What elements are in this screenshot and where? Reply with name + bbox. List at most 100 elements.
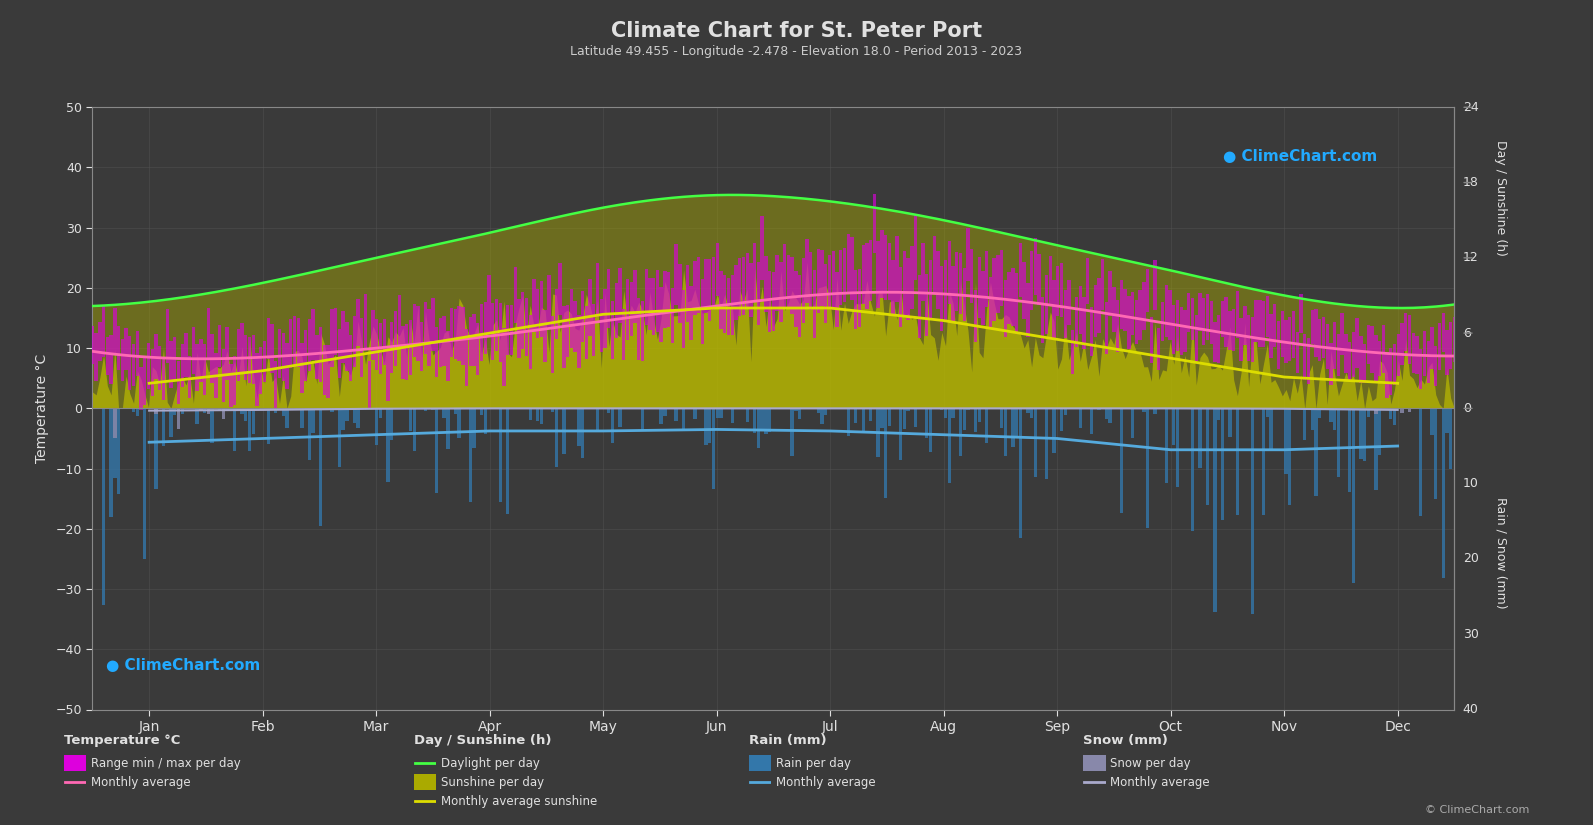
Bar <box>709 408 712 443</box>
Bar <box>1059 262 1063 317</box>
Bar <box>1325 323 1329 370</box>
Bar <box>1389 408 1392 419</box>
Bar <box>346 408 349 421</box>
Bar <box>1031 408 1034 417</box>
Bar <box>599 299 604 352</box>
Bar <box>449 308 454 357</box>
Bar <box>468 408 472 502</box>
Bar <box>1311 310 1314 344</box>
Bar <box>1314 408 1317 496</box>
Bar <box>581 290 585 342</box>
Text: Range min / max per day: Range min / max per day <box>91 757 241 770</box>
Bar <box>1419 349 1423 389</box>
Bar <box>1258 299 1262 347</box>
Bar <box>704 408 707 445</box>
Bar <box>1037 254 1040 304</box>
Bar <box>570 290 573 348</box>
Bar <box>1364 344 1367 383</box>
Bar <box>346 322 349 371</box>
Bar <box>1142 408 1145 412</box>
Bar <box>1236 408 1239 515</box>
Bar <box>895 236 898 302</box>
Bar <box>368 361 371 408</box>
Bar <box>1348 408 1351 492</box>
Bar <box>1157 328 1160 370</box>
Bar <box>559 263 562 315</box>
Bar <box>293 316 296 366</box>
Bar <box>169 408 172 436</box>
Bar <box>299 408 304 428</box>
Bar <box>1131 408 1134 438</box>
Bar <box>1209 301 1212 344</box>
Bar <box>252 335 255 384</box>
Bar <box>621 309 626 361</box>
Bar <box>213 353 218 398</box>
Text: 10: 10 <box>1462 477 1478 490</box>
Bar <box>663 271 666 328</box>
Bar <box>1254 300 1258 342</box>
Bar <box>218 408 221 411</box>
Bar <box>446 331 449 381</box>
Bar <box>967 408 970 410</box>
Bar <box>484 303 487 354</box>
Bar <box>255 353 258 406</box>
Bar <box>1139 290 1142 341</box>
Bar <box>671 289 674 343</box>
Bar <box>1093 285 1098 337</box>
Bar <box>330 309 333 367</box>
Bar <box>693 408 696 419</box>
Bar <box>443 408 446 418</box>
Bar <box>174 408 177 415</box>
Bar <box>690 286 693 340</box>
Bar <box>742 257 746 315</box>
Y-axis label: Temperature °C: Temperature °C <box>35 354 48 463</box>
Bar <box>887 243 890 299</box>
Bar <box>634 270 637 323</box>
Bar <box>1314 408 1317 410</box>
Bar <box>1059 408 1063 431</box>
Bar <box>1364 408 1367 460</box>
Bar <box>757 262 760 325</box>
Bar <box>1109 271 1112 316</box>
Bar <box>1289 408 1292 506</box>
Bar <box>640 301 644 361</box>
Bar <box>210 334 213 384</box>
Bar <box>809 252 812 310</box>
Bar <box>1131 292 1134 335</box>
Bar <box>1172 305 1176 354</box>
Bar <box>1423 331 1426 375</box>
Bar <box>1109 408 1112 423</box>
Bar <box>610 301 615 360</box>
Bar <box>387 346 390 401</box>
Bar <box>162 408 166 446</box>
Bar <box>906 408 910 411</box>
Bar <box>790 408 793 455</box>
Bar <box>876 241 879 308</box>
Bar <box>1228 310 1231 351</box>
Bar <box>424 302 427 354</box>
Bar <box>409 320 413 375</box>
Bar <box>1220 408 1223 520</box>
Bar <box>940 266 943 331</box>
Text: 6: 6 <box>1462 327 1470 340</box>
Text: 0: 0 <box>1462 402 1470 415</box>
Bar <box>1015 408 1018 438</box>
Bar <box>753 408 757 433</box>
Bar <box>446 408 449 449</box>
Bar <box>524 299 529 356</box>
Bar <box>637 299 640 360</box>
Bar <box>312 309 315 360</box>
Bar <box>323 345 327 395</box>
Bar <box>1375 408 1378 490</box>
Bar <box>1375 336 1378 383</box>
Bar <box>1434 346 1437 386</box>
Bar <box>1026 408 1029 412</box>
Bar <box>846 233 851 294</box>
Bar <box>862 408 865 431</box>
Bar <box>1206 408 1209 505</box>
Bar <box>307 319 311 371</box>
Bar <box>903 251 906 316</box>
Bar <box>798 276 801 337</box>
Bar <box>765 256 768 313</box>
Bar <box>319 408 322 526</box>
